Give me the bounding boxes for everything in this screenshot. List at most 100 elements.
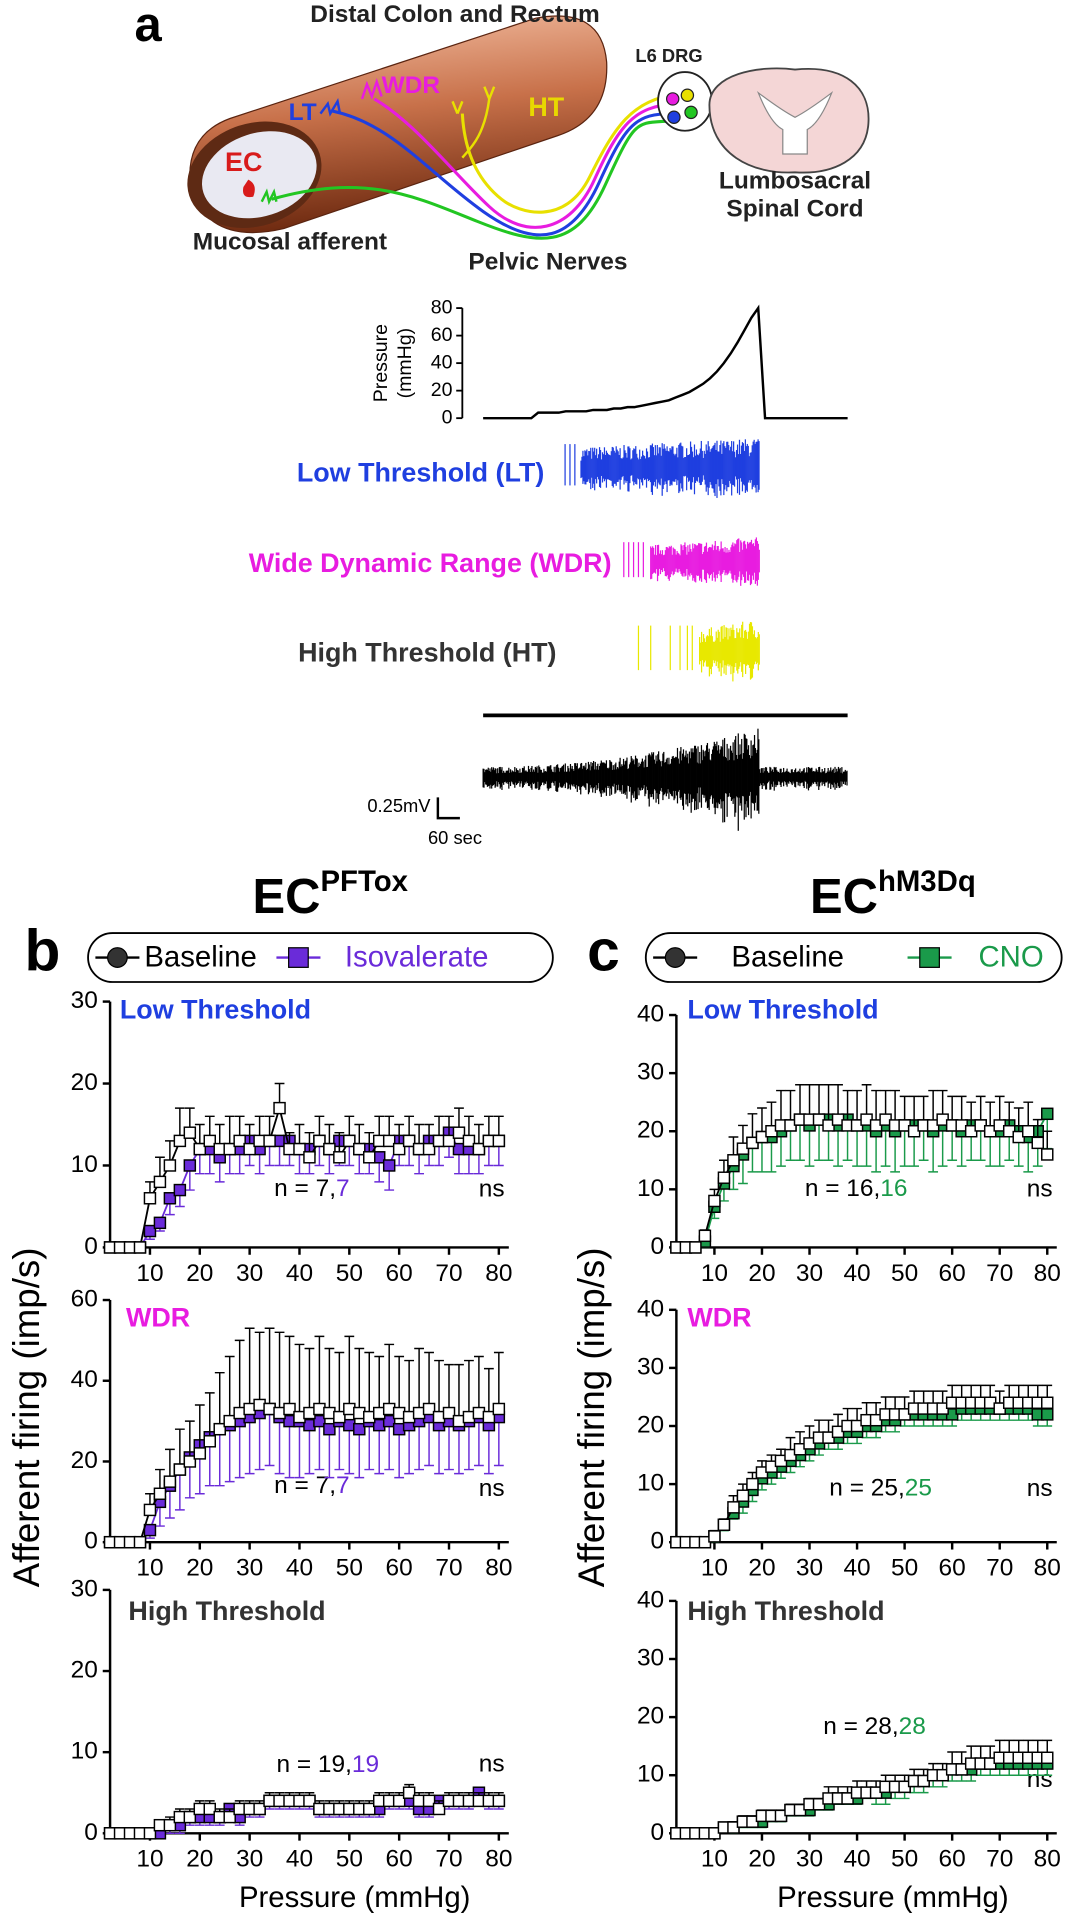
y-tick-label: 10 — [71, 1738, 98, 1765]
annotation: n = 28,28 — [823, 1714, 926, 1741]
marker — [203, 1435, 217, 1448]
marker — [343, 1134, 356, 1148]
x-tick-label: 20 — [186, 1260, 213, 1287]
y-tick-label: 20 — [637, 1117, 664, 1144]
x-tick-label: 50 — [336, 1555, 363, 1582]
error-bar — [483, 1367, 494, 1418]
scale-bar — [436, 797, 460, 820]
diagram-label: WDR — [382, 72, 441, 99]
marker — [442, 1134, 456, 1148]
annotation: n = 25,25 — [829, 1475, 932, 1502]
error-bar — [254, 1331, 265, 1405]
marker — [193, 1447, 207, 1460]
x-tick-label: 10 — [701, 1260, 728, 1287]
x-tick-label: 80 — [1034, 1555, 1061, 1582]
marker — [1041, 1148, 1054, 1161]
legend-marker — [107, 947, 128, 968]
error-bar — [254, 1413, 265, 1471]
series — [103, 1783, 506, 1840]
error-bar — [384, 1421, 395, 1471]
x-tick-label: 50 — [336, 1846, 363, 1873]
x-tick-label: 20 — [748, 1260, 775, 1287]
marker — [392, 1142, 406, 1156]
error-bar — [194, 1404, 205, 1454]
x-tick-label: 20 — [748, 1555, 775, 1582]
x-tick-label: 50 — [336, 1260, 363, 1287]
marker — [283, 1402, 296, 1416]
marker — [223, 1414, 236, 1428]
error-bar — [284, 1421, 295, 1479]
marker — [233, 1134, 246, 1148]
diagram-label: Distal Colon and Rectum — [310, 1, 599, 28]
y-tick-label: 60 — [431, 324, 453, 346]
marker — [727, 1154, 740, 1167]
marker — [727, 1501, 740, 1514]
x-tick-label: 50 — [891, 1555, 918, 1582]
annotation: n = 7,7 — [274, 1473, 349, 1500]
error-bar — [284, 1335, 295, 1410]
marker — [213, 1422, 226, 1436]
significance: ns — [479, 1475, 505, 1502]
y-axis-label: Pressure — [370, 324, 392, 402]
marker — [422, 1142, 436, 1156]
y-tick-label: 0 — [651, 1819, 665, 1846]
marker — [173, 1183, 187, 1197]
panel-header: EChM3Dq — [810, 865, 976, 924]
error-bar — [234, 1421, 245, 1479]
marker — [333, 1151, 346, 1164]
marker — [163, 1159, 177, 1172]
series — [103, 1082, 506, 1254]
error-bar — [454, 1363, 464, 1422]
legend-marker — [664, 947, 686, 968]
y-tick-label: 40 — [637, 1295, 664, 1322]
x-tick-label: 10 — [136, 1260, 163, 1287]
marker — [1041, 1396, 1054, 1410]
marker — [492, 1134, 506, 1148]
marker — [422, 1794, 436, 1808]
series — [103, 1327, 506, 1549]
annotation-highlight: 19 — [352, 1751, 379, 1778]
error-bar — [354, 1429, 365, 1479]
marker — [382, 1134, 396, 1148]
y-tick-label: 20 — [431, 379, 453, 401]
x-axis-label: Pressure (mmHg) — [239, 1881, 471, 1914]
error-bar — [928, 1131, 939, 1173]
spike-train — [637, 621, 760, 682]
error-bar — [354, 1347, 365, 1414]
spike-train — [564, 439, 760, 498]
marker — [492, 1402, 506, 1416]
error-bar — [314, 1421, 325, 1471]
marker — [143, 1523, 157, 1537]
x-tick-label: 50 — [891, 1846, 918, 1873]
marker — [323, 1422, 336, 1436]
y-tick-label: 20 — [637, 1411, 664, 1438]
marker — [183, 1126, 197, 1139]
error-bar — [264, 1327, 275, 1410]
error-bar — [937, 1125, 948, 1167]
x-tick-label: 20 — [186, 1846, 213, 1873]
annotation-text: n = 16, — [805, 1175, 880, 1202]
error-bar — [214, 1429, 225, 1487]
y-tick-label: 0 — [442, 406, 453, 428]
x-tick-label: 10 — [136, 1846, 163, 1873]
y-tick-label: 30 — [637, 1644, 664, 1671]
x-tick-label: 70 — [986, 1846, 1013, 1873]
marker — [698, 1229, 712, 1243]
x-tick-label: 70 — [986, 1260, 1013, 1287]
error-bar — [833, 1125, 843, 1167]
error-bar — [493, 1351, 504, 1410]
error-bar — [224, 1425, 235, 1483]
marker — [708, 1194, 721, 1208]
diagram-label: Spinal Cord — [726, 196, 863, 223]
marker — [143, 1827, 157, 1840]
legend-label: CNO — [978, 941, 1043, 974]
diagram-label: HT — [528, 92, 564, 122]
x-tick-label: 60 — [386, 1846, 413, 1873]
series — [670, 1739, 1054, 1840]
panel-letter: c — [587, 919, 620, 984]
y-tick-label: 10 — [637, 1761, 664, 1788]
marker — [153, 1487, 167, 1501]
error-bar — [344, 1425, 355, 1475]
x-tick-label: 60 — [939, 1846, 966, 1873]
x-tick-label: 80 — [485, 1555, 512, 1582]
